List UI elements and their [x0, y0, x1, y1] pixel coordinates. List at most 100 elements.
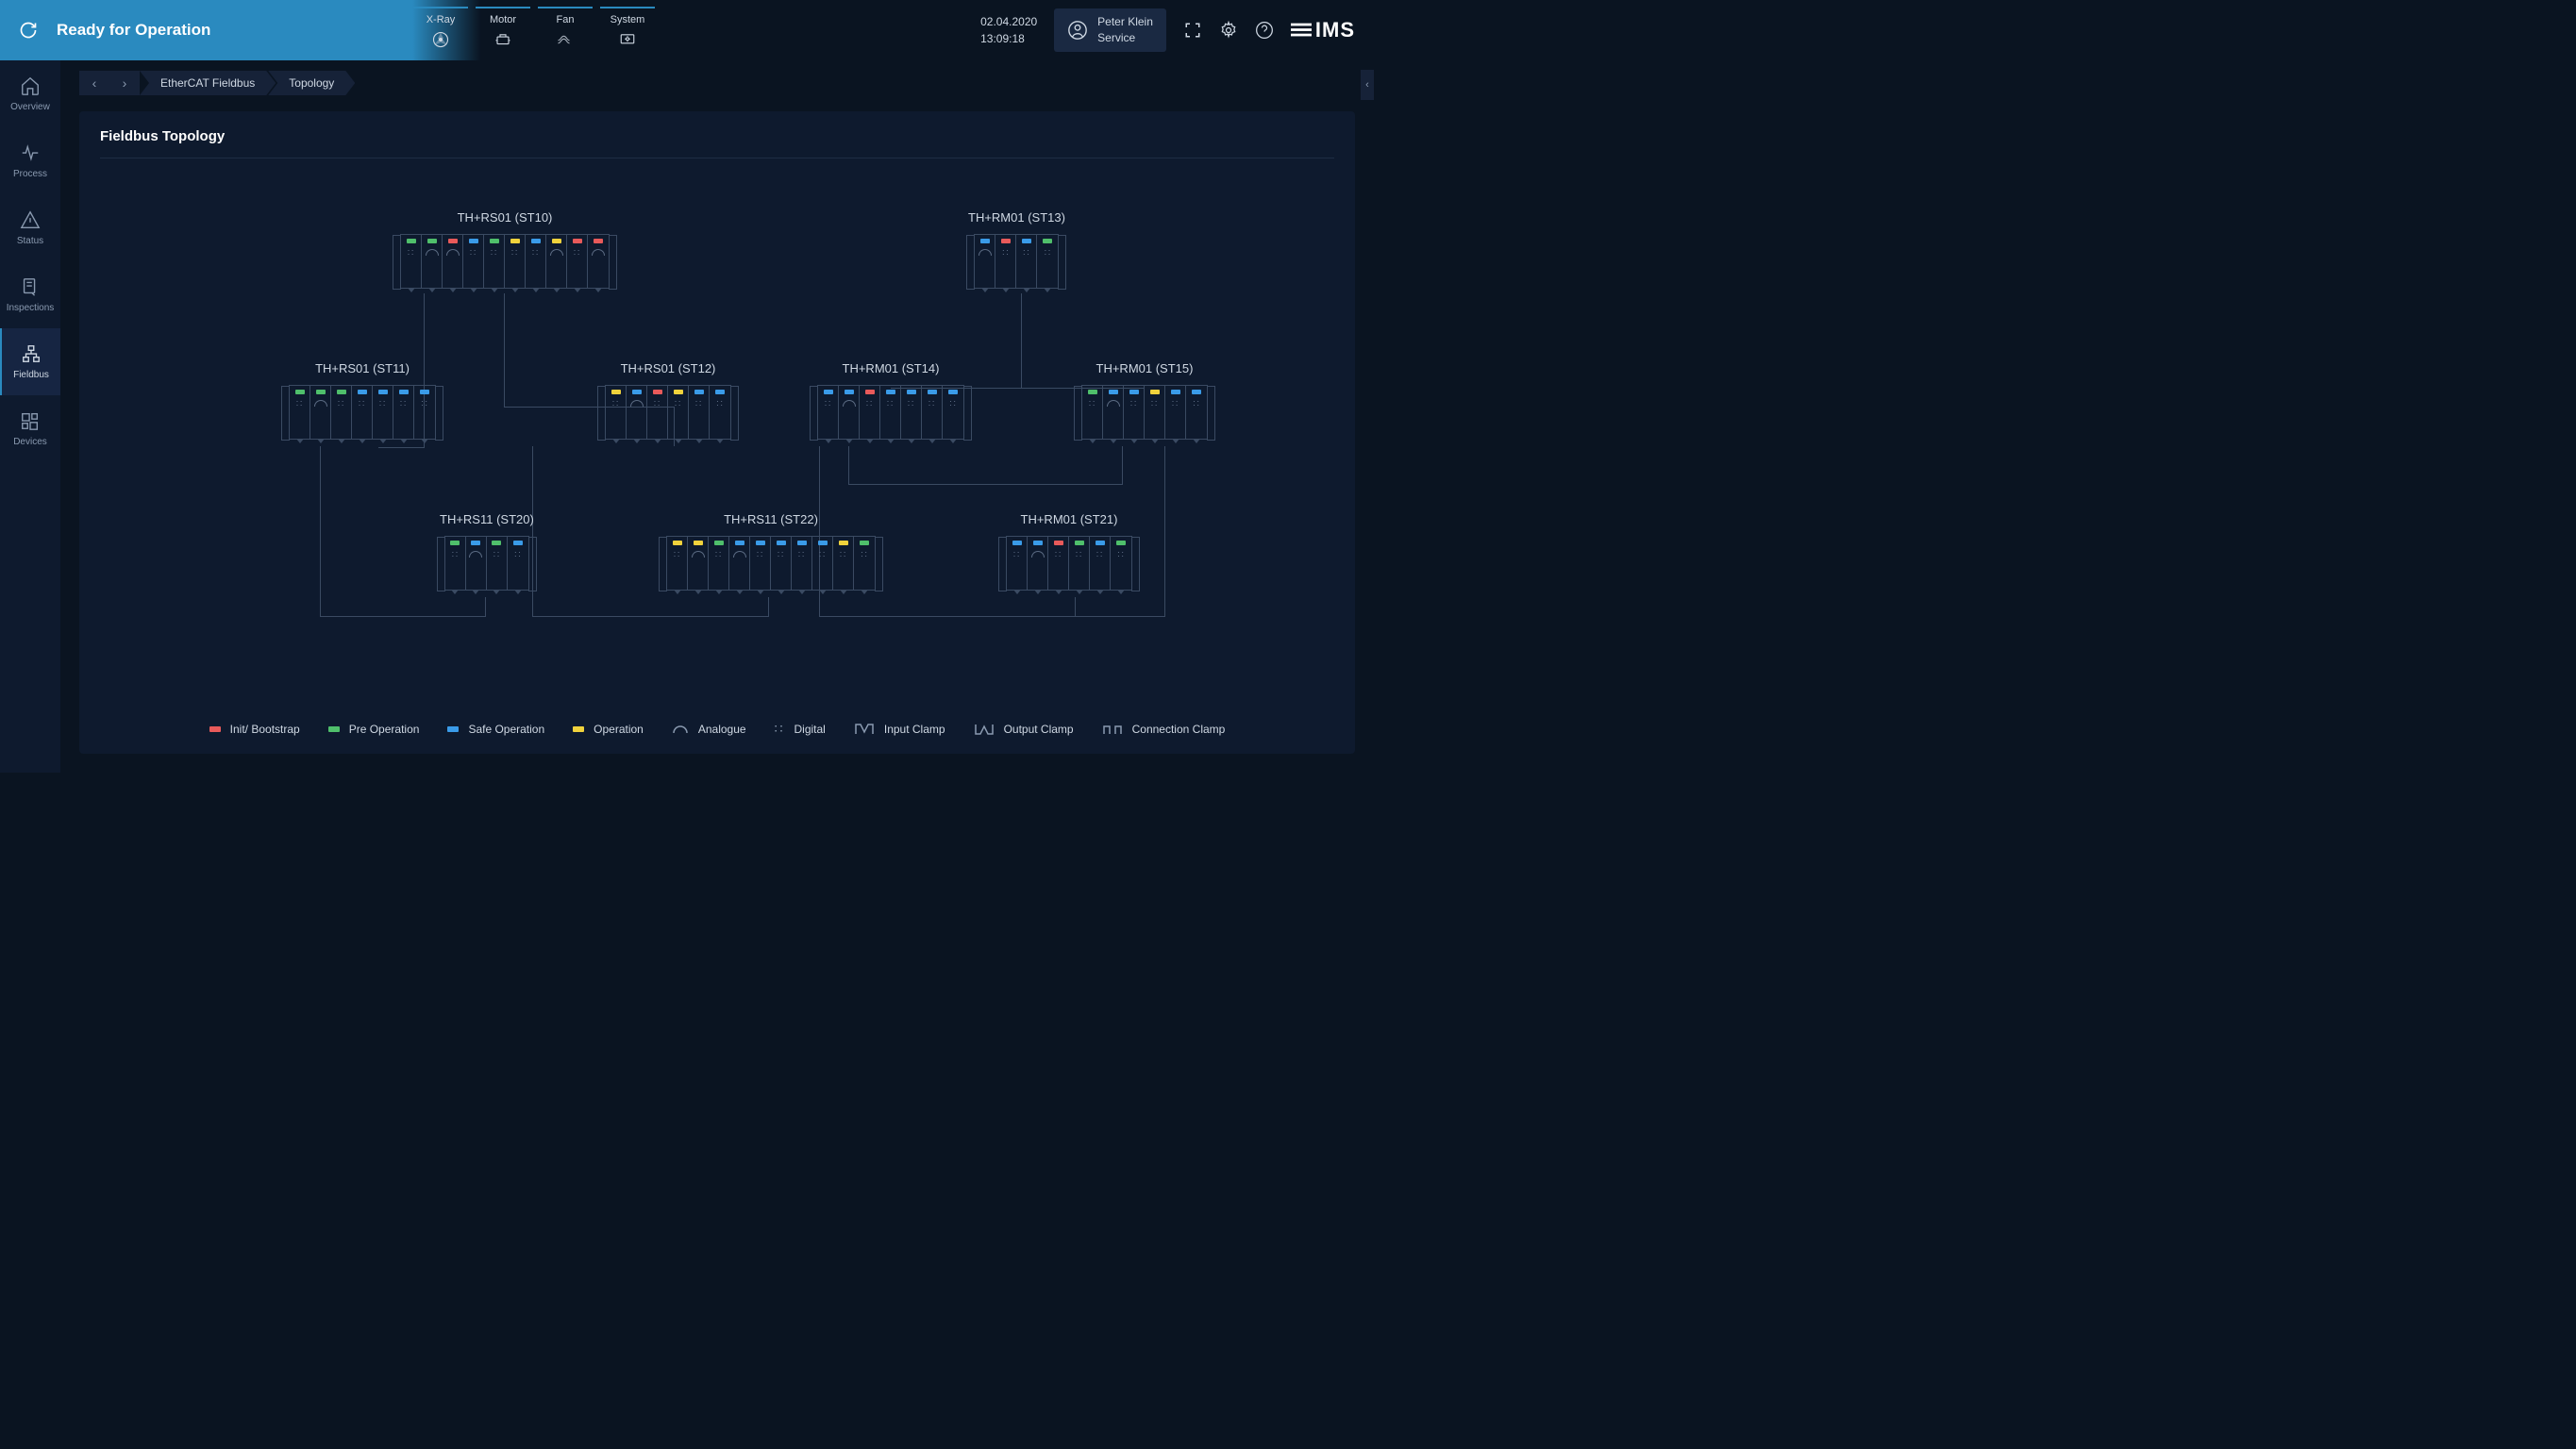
module[interactable]: ∷ — [352, 386, 373, 439]
module[interactable]: ∷ — [1111, 537, 1131, 590]
module[interactable]: ∷ — [943, 386, 963, 439]
sidebar-item-overview[interactable]: Overview — [0, 60, 60, 127]
module[interactable]: ∷ — [710, 386, 730, 439]
module[interactable]: ∷ — [1165, 386, 1186, 439]
module[interactable] — [466, 537, 487, 590]
module[interactable]: ∷ — [833, 537, 854, 590]
header-tab-x-ray[interactable]: X-Ray — [413, 7, 468, 54]
module[interactable]: ∷ — [1069, 537, 1090, 590]
module[interactable]: ∷ — [771, 537, 792, 590]
sidebar-item-fieldbus[interactable]: Fieldbus — [0, 328, 60, 395]
station-st11[interactable]: TH+RS01 (ST11)∷∷∷∷∷∷ — [289, 361, 436, 440]
header-tab-motor[interactable]: Motor — [476, 7, 530, 54]
module[interactable]: ∷ — [854, 537, 875, 590]
module[interactable] — [422, 235, 443, 288]
module[interactable]: ∷ — [401, 235, 422, 288]
sidebar-item-label: Fieldbus — [13, 370, 49, 380]
module[interactable]: ∷ — [1082, 386, 1103, 439]
sidebar-item-inspections[interactable]: Inspections — [0, 261, 60, 328]
module[interactable] — [546, 235, 567, 288]
rack: ∷∷∷∷∷∷ — [289, 385, 436, 440]
module[interactable] — [1028, 537, 1048, 590]
module[interactable]: ∷ — [689, 386, 710, 439]
module[interactable]: ∷ — [1016, 235, 1037, 288]
fullscreen-icon[interactable] — [1183, 21, 1202, 40]
refresh-icon[interactable] — [19, 21, 38, 40]
digital-icon: ∷ — [1089, 400, 1096, 409]
module[interactable]: ∷ — [414, 386, 435, 439]
module[interactable]: ∷ — [1090, 537, 1111, 590]
module[interactable]: ∷ — [860, 386, 880, 439]
module[interactable]: ∷ — [709, 537, 729, 590]
module[interactable]: ∷ — [995, 235, 1016, 288]
header-tab-system[interactable]: System — [600, 7, 655, 54]
station-st21[interactable]: TH+RM01 (ST21)∷∷∷∷∷ — [1006, 512, 1132, 591]
module[interactable] — [627, 386, 647, 439]
help-icon[interactable] — [1255, 21, 1274, 40]
wire — [819, 616, 1076, 617]
module[interactable]: ∷ — [373, 386, 393, 439]
module[interactable]: ∷ — [445, 537, 466, 590]
module[interactable]: ∷ — [1007, 537, 1028, 590]
breadcrumb-back[interactable]: ‹ — [79, 71, 109, 95]
module[interactable]: ∷ — [1145, 386, 1165, 439]
station-st22[interactable]: TH+RS11 (ST22)∷∷∷∷∷∷∷∷ — [666, 512, 876, 591]
module[interactable]: ∷ — [668, 386, 689, 439]
module[interactable] — [688, 537, 709, 590]
module[interactable] — [443, 235, 463, 288]
station-st12[interactable]: TH+RS01 (ST12)∷∷∷∷∷ — [605, 361, 731, 440]
module[interactable] — [310, 386, 331, 439]
breadcrumb-forward[interactable]: › — [109, 71, 140, 95]
module[interactable]: ∷ — [1037, 235, 1058, 288]
module[interactable]: ∷ — [880, 386, 901, 439]
station-st20[interactable]: TH+RS11 (ST20)∷∷∷ — [440, 512, 534, 591]
user-chip[interactable]: Peter Klein Service — [1054, 8, 1166, 52]
digital-icon: ∷ — [1002, 249, 1009, 258]
led-indicator — [450, 541, 460, 545]
module[interactable]: ∷ — [463, 235, 484, 288]
module[interactable]: ∷ — [750, 537, 771, 590]
module[interactable] — [588, 235, 609, 288]
gear-icon[interactable] — [1219, 21, 1238, 40]
station-st13[interactable]: TH+RM01 (ST13)∷∷∷ — [968, 210, 1065, 289]
legend-swatch — [447, 726, 459, 732]
wire — [504, 293, 505, 407]
module[interactable]: ∷ — [393, 386, 414, 439]
module[interactable] — [1103, 386, 1124, 439]
module[interactable]: ∷ — [606, 386, 627, 439]
module[interactable]: ∷ — [922, 386, 943, 439]
user-role: Service — [1097, 30, 1153, 46]
breadcrumb-seg-0[interactable]: EtherCAT Fieldbus — [140, 71, 276, 95]
module[interactable]: ∷ — [667, 537, 688, 590]
header-tab-fan[interactable]: Fan — [538, 7, 593, 54]
module[interactable]: ∷ — [290, 386, 310, 439]
led-indicator — [469, 239, 478, 243]
module[interactable]: ∷ — [1048, 537, 1069, 590]
module[interactable]: ∷ — [1186, 386, 1207, 439]
station-st14[interactable]: TH+RM01 (ST14)∷∷∷∷∷∷ — [817, 361, 964, 440]
module[interactable]: ∷ — [567, 235, 588, 288]
module[interactable] — [975, 235, 995, 288]
breadcrumb-seg-1[interactable]: Topology — [268, 71, 355, 95]
sidebar-item-status[interactable]: Status — [0, 194, 60, 261]
module[interactable]: ∷ — [505, 235, 526, 288]
module[interactable]: ∷ — [818, 386, 839, 439]
sidebar-item-process[interactable]: Process — [0, 127, 60, 194]
module[interactable]: ∷ — [647, 386, 668, 439]
station-st15[interactable]: TH+RM01 (ST15)∷∷∷∷∷ — [1081, 361, 1208, 440]
station-st10[interactable]: TH+RS01 (ST10)∷∷∷∷∷∷ — [400, 210, 610, 289]
module[interactable]: ∷ — [792, 537, 812, 590]
module[interactable]: ∷ — [484, 235, 505, 288]
digital-icon: ∷ — [1172, 400, 1179, 409]
module[interactable]: ∷ — [526, 235, 546, 288]
module[interactable]: ∷ — [901, 386, 922, 439]
sidebar-item-devices[interactable]: Devices — [0, 395, 60, 462]
module[interactable] — [839, 386, 860, 439]
legend-label: Safe Operation — [468, 723, 544, 736]
module[interactable]: ∷ — [487, 537, 508, 590]
module[interactable]: ∷ — [508, 537, 528, 590]
module[interactable]: ∷ — [1124, 386, 1145, 439]
module[interactable]: ∷ — [812, 537, 833, 590]
module[interactable] — [729, 537, 750, 590]
module[interactable]: ∷ — [331, 386, 352, 439]
